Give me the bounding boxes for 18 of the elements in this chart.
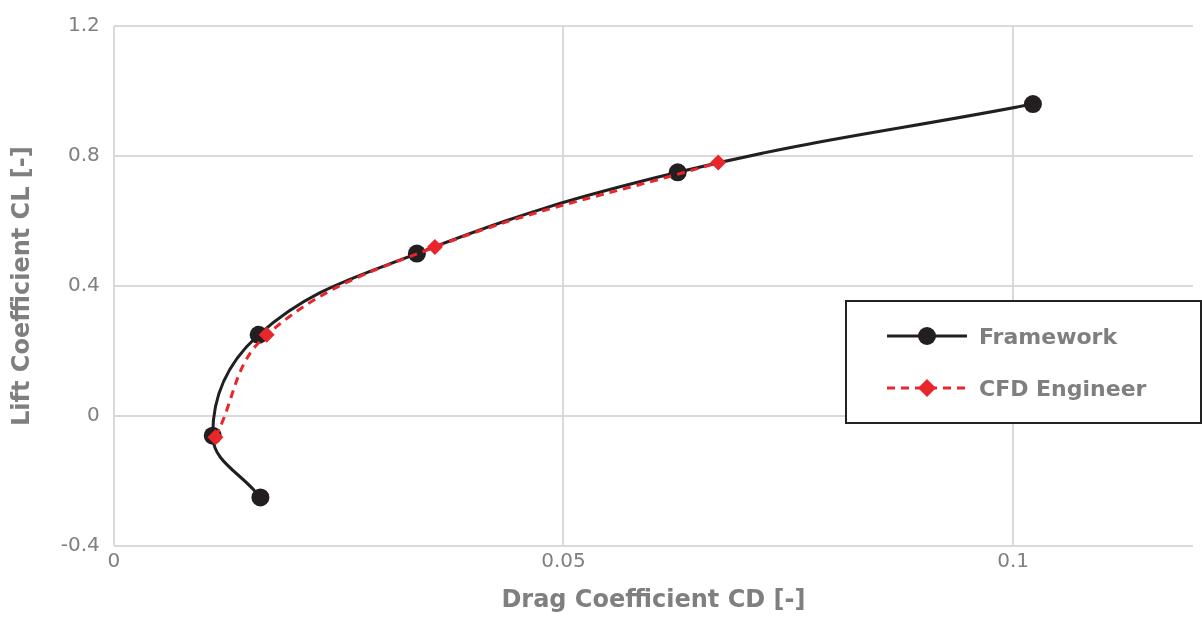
point (251, 488, 270, 507)
y-tick-label: 0 (87, 402, 100, 427)
x-axis-title: Drag Coefficient CD [-] (501, 584, 806, 613)
y-tick-label: 1.2 (68, 12, 100, 37)
x-tick-label: 0.1 (997, 548, 1030, 573)
y-axis-title: Lift Coefficient CL [-] (6, 146, 35, 426)
legend-label: Framework (979, 323, 1118, 349)
x-tick-label: 0 (107, 548, 121, 573)
point (426, 239, 443, 256)
point (258, 326, 275, 343)
y-tick-label: 0.8 (68, 142, 100, 167)
x-tick-label: 0.05 (541, 548, 586, 573)
point (1023, 95, 1042, 114)
point (710, 154, 727, 171)
legend-label: CFD Engineer (979, 375, 1147, 401)
y-tick-label: 0.4 (68, 272, 100, 297)
y-tick-label: -0.4 (60, 532, 100, 557)
point (207, 429, 224, 446)
